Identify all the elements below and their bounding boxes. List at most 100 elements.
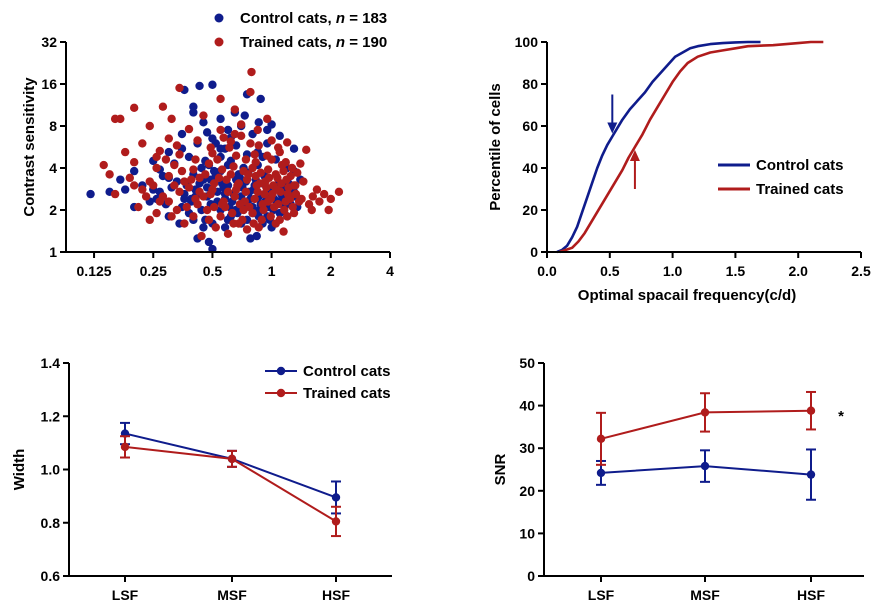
trained-point	[219, 133, 228, 142]
trained-point	[239, 205, 248, 215]
trained-point	[193, 136, 202, 145]
trained-point	[331, 517, 341, 526]
trained-point	[296, 159, 305, 168]
width-panel: 0.6 0.8 1.0 1.2 1.4 LSF MSF HSF Control cats Trai…	[41, 355, 392, 602]
control-point	[164, 147, 174, 157]
x-tick-label: 4	[386, 263, 394, 279]
trained-point	[191, 155, 200, 164]
control-point	[596, 468, 606, 478]
trained-point	[263, 165, 273, 174]
trained-point	[175, 83, 184, 93]
control-point	[220, 223, 230, 232]
legend-control-label: Control cats	[756, 157, 844, 174]
x-category-label: LSF	[112, 587, 139, 602]
control-point	[209, 166, 219, 176]
trained-point	[187, 175, 196, 184]
trained-point	[254, 141, 263, 150]
x-category-label: HSF	[322, 587, 350, 602]
trained-point	[141, 192, 151, 201]
trained-point	[217, 165, 227, 174]
y-tick-label: 80	[522, 76, 538, 92]
trained-point	[230, 192, 240, 201]
cumulative-panel: 0 20 40 60 80 100 0.0 0.5 1.0 1.5 2.0 2.5 Optimal sp…	[515, 34, 871, 304]
control-point	[180, 194, 189, 204]
y-tick-label: 60	[522, 118, 538, 134]
control-point	[195, 81, 204, 91]
trained-point	[806, 406, 816, 415]
trained-point	[267, 136, 276, 145]
trained-point	[145, 215, 154, 225]
y-tick-label: 0	[530, 244, 538, 260]
cumulative-x-label: Optimal spacail frequency(c/d)	[578, 287, 796, 304]
control-point	[116, 175, 125, 184]
trained-point	[272, 185, 281, 194]
trained-point	[308, 192, 318, 201]
trained-point	[170, 160, 179, 170]
trained-point	[255, 179, 264, 188]
legend-control-label: Control cats	[303, 363, 391, 380]
control-point	[129, 166, 139, 176]
control-curve	[556, 40, 761, 254]
y-tick-label: 32	[41, 34, 57, 50]
y-tick-label: 2	[49, 202, 57, 218]
y-tick-label: 40	[519, 398, 535, 414]
trained-point	[204, 215, 214, 225]
trained-point	[164, 171, 174, 181]
trained-point	[167, 212, 176, 221]
control-point	[289, 144, 299, 153]
y-tick-label: 40	[522, 160, 538, 176]
x-category-label: LSF	[588, 587, 615, 602]
arrow-head	[629, 150, 640, 161]
x-tick-label: 2.5	[851, 263, 871, 279]
control-point	[246, 234, 255, 243]
trained-point	[287, 163, 297, 173]
scatter-panel: 1 2 4 8 16 32 0.125 0.25 0.5 1 2 4 Control cats, n =…	[41, 10, 394, 279]
trained-point	[149, 181, 158, 190]
trained-point	[299, 177, 308, 186]
trained-point	[241, 187, 251, 197]
y-tick-label: 1	[49, 244, 57, 260]
y-tick-label: 0.8	[41, 515, 61, 531]
x-tick-label: 0.125	[77, 263, 112, 279]
trained-point	[172, 205, 182, 215]
x-category-label: MSF	[217, 587, 247, 602]
y-tick-label: 0	[527, 568, 535, 584]
legend-control-label: Control cats, n = 183	[240, 10, 387, 27]
control-point	[700, 461, 710, 471]
trained-point	[217, 200, 227, 209]
control-point	[263, 125, 272, 135]
trained-point	[138, 185, 147, 194]
trained-point	[257, 215, 266, 225]
trained-point	[211, 223, 220, 232]
control-point	[199, 118, 208, 127]
trained-point	[125, 173, 135, 183]
trained-point	[170, 181, 179, 190]
control-point	[256, 94, 265, 104]
trained-point	[120, 147, 130, 157]
trained-point	[242, 225, 252, 234]
trained-point	[279, 227, 288, 236]
trained-point	[227, 454, 237, 464]
trained-point	[164, 134, 174, 143]
x-category-label: MSF	[690, 587, 720, 602]
y-tick-label: 10	[519, 525, 535, 541]
control-point	[202, 128, 212, 137]
control-point	[331, 493, 341, 502]
trained-point	[189, 212, 198, 221]
trained-point	[253, 125, 262, 135]
trained-point	[129, 158, 139, 167]
control-point	[275, 131, 284, 141]
trained-point	[247, 67, 256, 77]
trained-point	[250, 150, 259, 159]
trained-point	[289, 208, 299, 218]
trained-point	[260, 189, 269, 199]
trained-point	[326, 194, 336, 204]
trained-point	[223, 187, 233, 197]
y-tick-label: 30	[519, 440, 535, 456]
trained-point	[214, 173, 224, 183]
y-tick-label: 16	[41, 76, 57, 92]
trained-point	[269, 202, 279, 212]
trained-point	[145, 121, 154, 131]
y-tick-label: 8	[49, 118, 57, 134]
